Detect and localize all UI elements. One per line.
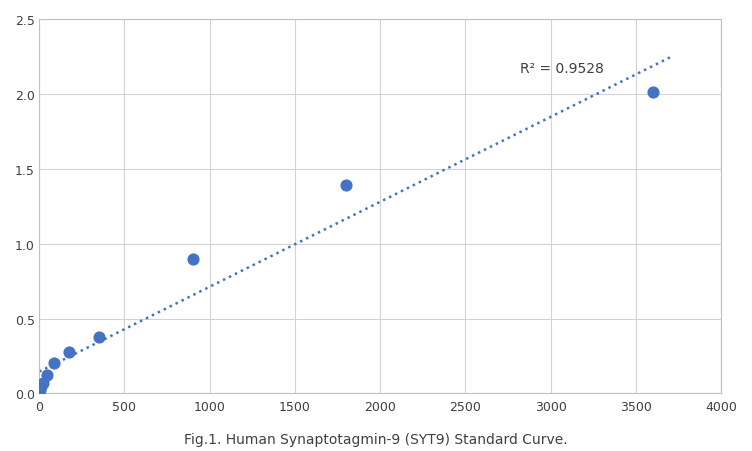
- Point: [35, 382, 47, 390]
- Point: [63, 348, 75, 355]
- Point: [34, 387, 46, 394]
- Text: Fig.1. Human Synaptotagmin-9 (SYT9) Standard Curve.: Fig.1. Human Synaptotagmin-9 (SYT9) Stan…: [184, 433, 568, 446]
- Text: R² = 0.9528: R² = 0.9528: [520, 62, 604, 76]
- Point: [41, 372, 53, 379]
- Point: [48, 360, 60, 367]
- Point: [647, 90, 659, 97]
- Point: [186, 255, 199, 262]
- Point: [92, 333, 105, 341]
- Point: [37, 379, 49, 387]
- Point: [340, 182, 352, 189]
